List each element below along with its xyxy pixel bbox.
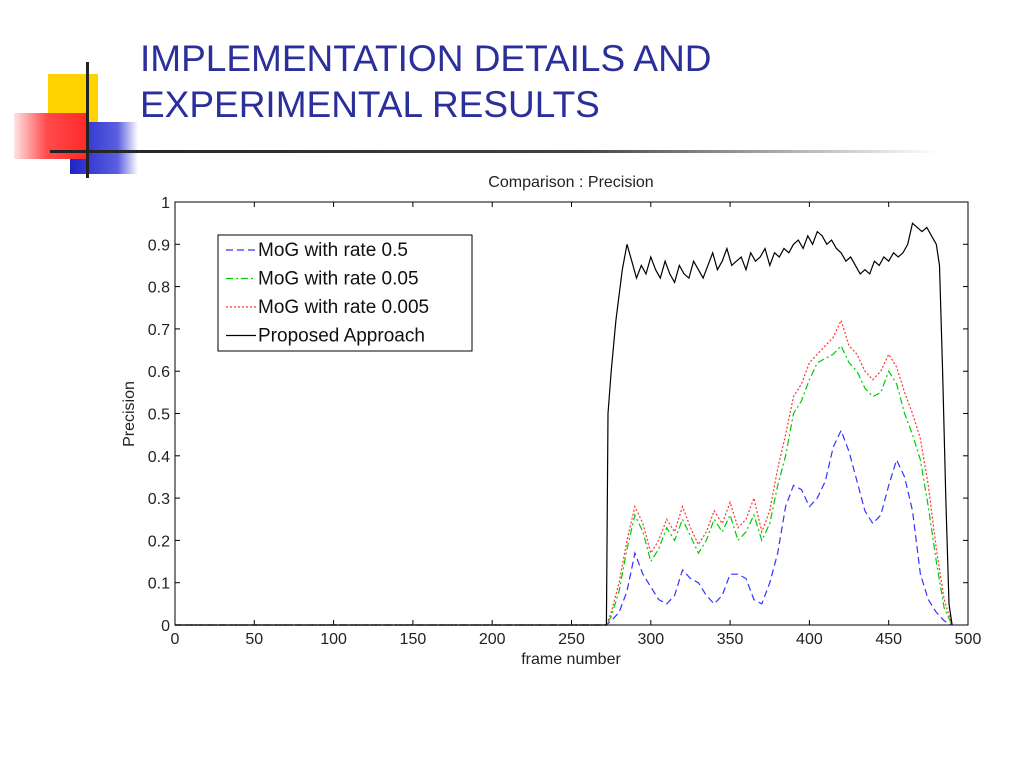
y-tick-label: 1 <box>161 195 170 212</box>
legend-entry: MoG with rate 0.5 <box>258 240 408 261</box>
legend-entry: MoG with rate 0.005 <box>258 297 429 318</box>
title-rule <box>50 150 940 153</box>
y-tick-label: 0.8 <box>148 280 170 297</box>
y-tick-label: 0.7 <box>148 322 170 339</box>
title-line-2: EXPERIMENTAL RESULTS <box>140 84 600 125</box>
legend-entry: MoG with rate 0.05 <box>258 269 419 290</box>
legend-box <box>217 234 473 352</box>
x-axis-label: frame number <box>521 651 621 668</box>
legend-entry: Proposed Approach <box>258 326 425 347</box>
y-tick-label: 0.4 <box>148 449 170 466</box>
deco-vertical-line <box>86 62 89 178</box>
y-tick-label: 0 <box>161 618 170 635</box>
legend: MoG with rate 0.5 MoG with rate 0.05 MoG w… <box>217 234 473 352</box>
x-tick-label: 200 <box>479 631 506 648</box>
series-line-4 <box>175 222 953 626</box>
series-line-2 <box>175 344 953 626</box>
x-tick-label: 100 <box>320 631 347 648</box>
y-tick-label: 0.3 <box>148 491 170 508</box>
page-title: IMPLEMENTATION DETAILS AND EXPERIMENTAL … <box>140 36 1000 128</box>
x-tick-label: 150 <box>400 631 427 648</box>
x-tick-label: 500 <box>955 631 982 648</box>
x-tick-label: 450 <box>875 631 902 648</box>
x-tick-label: 0 <box>171 631 180 648</box>
y-tick-label: 0.5 <box>148 407 170 424</box>
series-line-3 <box>175 318 953 626</box>
x-tick-label: 50 <box>245 631 263 648</box>
title-line-1: IMPLEMENTATION DETAILS AND <box>140 38 712 79</box>
y-axis-label: Precision <box>121 381 138 447</box>
y-tick-label: 0.6 <box>148 364 170 381</box>
x-tick-label: 250 <box>558 631 585 648</box>
x-tick-label: 400 <box>796 631 823 648</box>
series-line-1 <box>175 428 953 626</box>
y-tick-label: 0.1 <box>148 576 170 593</box>
x-tick-label: 300 <box>637 631 664 648</box>
x-tick-label: 350 <box>717 631 744 648</box>
y-tick-label: 0.9 <box>148 237 170 254</box>
chart-title: Comparison : Precision <box>488 174 653 191</box>
y-tick-label: 0.2 <box>148 533 170 550</box>
